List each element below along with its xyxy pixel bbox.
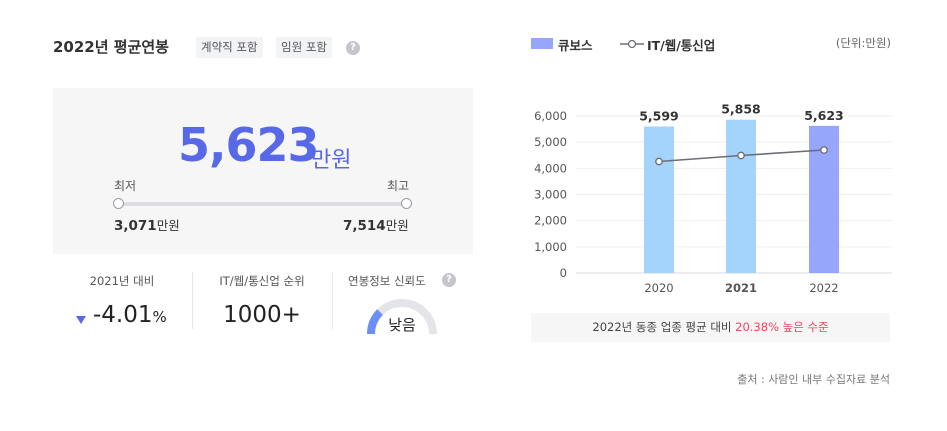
salary-range-max-knob — [401, 198, 412, 209]
reliability-label: 연봉정보 신뢰도 — [348, 274, 426, 288]
unit-note: (단위:만원) — [835, 36, 891, 50]
y-tick-label: 0 — [560, 266, 567, 280]
reliability-gauge-fill — [367, 309, 384, 335]
industry-point — [737, 151, 745, 160]
rank-label: IT/웹/통신업 순위 — [219, 274, 305, 288]
average-salary-value: 5,623 — [178, 118, 320, 172]
stat-divider — [192, 272, 193, 329]
bar-value-label: 5,623 — [804, 108, 844, 123]
average-salary-unit: 만원 — [311, 148, 352, 173]
average-salary-panel — [53, 88, 473, 254]
yoy-label: 2021년 대비 — [89, 274, 155, 288]
down-arrow-icon — [76, 316, 86, 324]
legend-company-label: 큐보스 — [558, 38, 593, 53]
max-value: 7,514만원 — [343, 218, 409, 234]
tag-contract-included: 계약직 포함 — [196, 37, 263, 58]
x-tick-label: 2021 — [725, 281, 757, 295]
min-value: 3,071만원 — [114, 218, 180, 234]
comparison-highlight: 20.38% 높은 수준 — [735, 320, 829, 334]
salary-range-min-knob — [113, 198, 124, 209]
legend-industry-marker — [620, 39, 644, 49]
rank-value: 1000+ — [223, 302, 301, 328]
salary-chart: 0 1,000 2,000 3,000 4,000 5,000 6,000 5,599 2020… — [534, 102, 892, 295]
stat-divider — [332, 272, 333, 329]
salary-range-track — [119, 202, 406, 206]
x-tick-label: 2022 — [809, 281, 838, 295]
legend-industry-label: IT/웹/통신업 — [647, 38, 716, 53]
yoy-value: -4.01% — [93, 302, 167, 328]
max-label: 최고 — [387, 179, 410, 193]
bar-value-label: 5,858 — [721, 102, 761, 117]
tag-executive-included: 임원 포함 — [276, 37, 332, 58]
y-tick-label: 4,000 — [534, 161, 567, 175]
reliability-gauge — [367, 299, 437, 335]
reliability-value: 낮음 — [388, 316, 416, 334]
bar-value-label: 5,599 — [639, 108, 679, 123]
page-title: 2022년 평균연봉 — [53, 38, 169, 56]
question-circle-icon[interactable]: ? — [346, 41, 360, 55]
industry-point — [655, 157, 663, 166]
source-note: 출처 : 사람인 내부 수집자료 분석 — [737, 373, 890, 386]
min-label: 최저 — [114, 179, 137, 193]
bar — [726, 119, 756, 273]
y-tick-label: 2,000 — [534, 214, 567, 228]
y-tick-label: 5,000 — [534, 135, 567, 149]
industry-point — [820, 146, 828, 154]
y-tick-label: 3,000 — [534, 188, 567, 202]
industry-comparison: 2022년 동종 업종 평균 대비 20.38% 높은 수준 — [531, 313, 890, 342]
legend-company-swatch — [531, 38, 553, 49]
y-tick-label: 1,000 — [534, 240, 567, 254]
y-tick-label: 6,000 — [534, 109, 567, 123]
question-circle-icon[interactable]: ? — [442, 273, 456, 287]
bar — [644, 126, 674, 274]
x-tick-label: 2020 — [644, 281, 673, 295]
